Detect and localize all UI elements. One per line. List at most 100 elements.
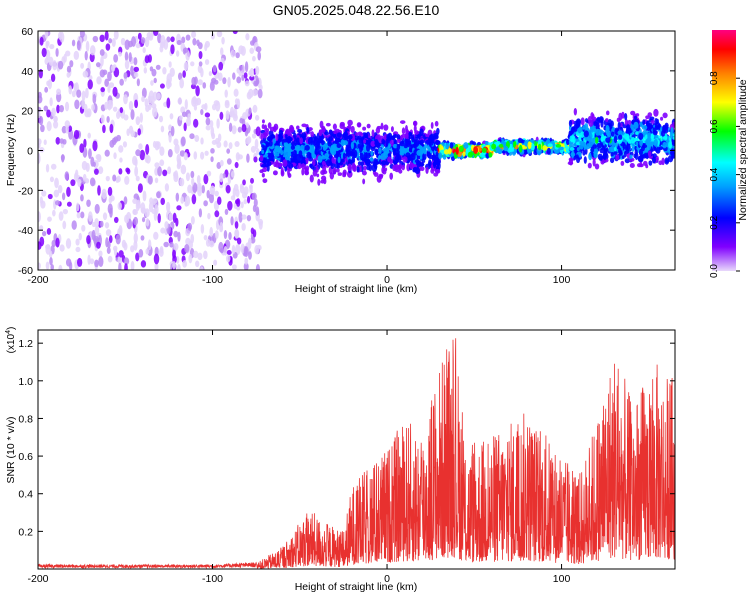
heatmap-cell [217, 196, 222, 206]
heatmap-cell [89, 258, 95, 265]
snr-xlabel: Height of straight line (km) [295, 581, 418, 593]
heatmap-cell [107, 203, 113, 215]
heatmap-cell [191, 31, 197, 39]
heatmap-cell [193, 250, 199, 259]
heatmap-cell [415, 161, 419, 166]
heatmap-cell [653, 138, 658, 147]
heatmap-cell [250, 145, 257, 153]
heatmap-cell [75, 202, 80, 212]
heatmap-cell [76, 40, 81, 51]
heatmap-cell [94, 218, 99, 228]
heatmap-cell [287, 152, 292, 157]
heatmap-cell [401, 164, 406, 171]
heatmap-cell [418, 162, 425, 167]
heatmap-cell [253, 156, 258, 163]
heatmap-cell [224, 208, 229, 216]
heatmap-cell [166, 97, 171, 109]
heatmap-cell [299, 137, 303, 145]
heatmap-cell [370, 150, 374, 156]
heatmap-cell [243, 246, 249, 258]
heatmap-cell [76, 89, 82, 98]
heatmap-cell [351, 162, 356, 169]
heatmap-cell [361, 157, 367, 162]
heatmap-cell [568, 142, 575, 148]
heatmap-cell [261, 164, 267, 168]
heatmap-cell [43, 105, 49, 112]
x-tick-label: -100 [202, 274, 223, 286]
heatmap-cell [407, 132, 413, 140]
heatmap-cell [249, 75, 255, 81]
heatmap-cell [59, 244, 65, 252]
heatmap-cell [39, 236, 45, 247]
heatmap-cell [175, 192, 180, 202]
heatmap-cell [378, 147, 382, 154]
heatmap-cell [179, 78, 185, 89]
heatmap-cell [658, 160, 663, 166]
heatmap-cell [148, 90, 154, 102]
y-tick-label: 20 [21, 106, 33, 118]
heatmap-cell [634, 149, 638, 156]
heatmap-cell [465, 149, 469, 156]
heatmap-cell [246, 214, 252, 222]
heatmap-cell [190, 215, 195, 225]
heatmap-cell [378, 173, 384, 178]
heatmap-cell [228, 232, 232, 240]
heatmap-cell [55, 237, 60, 248]
heatmap-cell [282, 159, 288, 167]
colorbar-ticks: 0.0 0.2 0.4 0.6 0.8 [709, 71, 740, 278]
heatmap-cell [518, 144, 523, 153]
heatmap-cell [177, 263, 181, 270]
heatmap-cell [199, 266, 204, 270]
heatmap-cell [196, 175, 201, 185]
heatmap-cell [164, 221, 169, 229]
heatmap-cell [419, 139, 425, 144]
heatmap-cell [144, 55, 150, 64]
heatmap-cell [105, 175, 110, 182]
heatmap-cell [336, 143, 342, 149]
heatmap-cell [191, 177, 195, 186]
heatmap-cell [380, 122, 384, 130]
heatmap-cell [248, 251, 252, 260]
heatmap-cell [427, 146, 431, 152]
heatmap-cell [633, 121, 639, 129]
heatmap-cell [163, 241, 169, 248]
heatmap-cell [399, 120, 406, 124]
heatmap-cell [86, 199, 91, 207]
heatmap-cell [133, 71, 139, 78]
heatmap-cell [603, 132, 607, 137]
heatmap-cell [404, 132, 409, 139]
heatmap-cell [112, 106, 118, 112]
heatmap-cell [277, 148, 281, 154]
heatmap-cell [273, 161, 277, 168]
heatmap-cell [264, 124, 268, 132]
heatmap-cell [646, 123, 652, 129]
heatmap-cell [272, 138, 276, 144]
heatmap-cell [50, 163, 57, 170]
colorbar-tick-label: 0.0 [709, 264, 720, 278]
heatmap-cell [226, 249, 232, 255]
heatmap-cell [250, 177, 254, 184]
heatmap-cell [662, 141, 667, 149]
heatmap-cell [77, 178, 82, 188]
heatmap-cell [203, 250, 208, 260]
heatmap-cell [91, 104, 95, 111]
y-tick-label: 0.2 [18, 526, 33, 538]
heatmap-cell [288, 163, 294, 169]
heatmap-cell [370, 140, 376, 147]
heatmap-cell [204, 150, 209, 156]
heatmap-cell [272, 170, 278, 176]
heatmap-cell [394, 155, 399, 164]
heatmap-cell [310, 131, 315, 138]
heatmap-cell [240, 46, 246, 56]
heatmap-cell [159, 146, 165, 157]
heatmap-cell [117, 255, 123, 265]
colorbar-tick-label: 0.6 [709, 119, 720, 133]
colorbar-gradient [712, 30, 736, 271]
heatmap-cell [97, 185, 101, 196]
heatmap-cell [65, 124, 69, 134]
heatmap-cell [156, 191, 161, 199]
heatmap-cell [104, 149, 110, 157]
heatmap-cell [219, 173, 224, 183]
heatmap-cell [652, 127, 656, 132]
heatmap-cell [332, 167, 337, 175]
